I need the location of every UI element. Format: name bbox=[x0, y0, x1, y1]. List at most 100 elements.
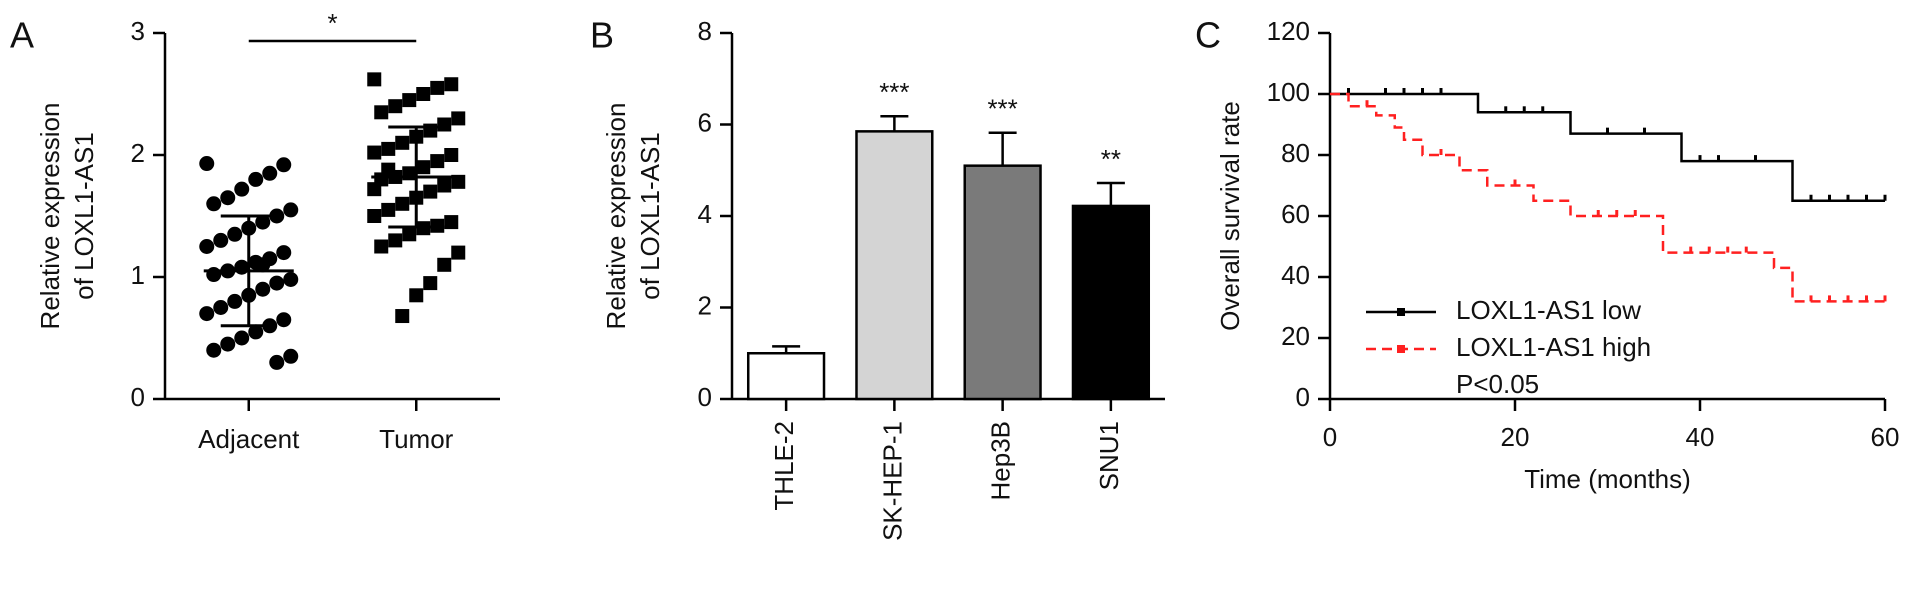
significance-label: *** bbox=[879, 77, 909, 107]
y-tick-label: 20 bbox=[1281, 321, 1310, 351]
y-tick-label: 0 bbox=[1296, 382, 1310, 412]
x-tick-label: Adjacent bbox=[198, 424, 300, 454]
data-point bbox=[248, 324, 264, 340]
legend-marker bbox=[1397, 345, 1405, 353]
data-point bbox=[213, 300, 229, 315]
data-point bbox=[248, 171, 264, 187]
data-point bbox=[444, 77, 459, 92]
panel-label: B bbox=[590, 15, 614, 56]
y-axis-label: Relative expression bbox=[35, 103, 65, 330]
data-point bbox=[367, 72, 382, 87]
data-point bbox=[430, 154, 445, 169]
x-tick-label: 20 bbox=[1501, 422, 1530, 452]
data-point bbox=[451, 111, 466, 126]
data-point bbox=[437, 117, 452, 132]
data-point bbox=[444, 148, 459, 162]
y-tick-label: 6 bbox=[698, 107, 712, 137]
data-point bbox=[234, 181, 250, 197]
data-point bbox=[423, 184, 438, 199]
y-tick-label: 3 bbox=[131, 16, 145, 46]
data-point bbox=[227, 226, 243, 242]
data-point bbox=[227, 293, 243, 309]
x-tick-label: 60 bbox=[1871, 422, 1900, 452]
y-axis-label: of LOXL1-AS1 bbox=[635, 132, 665, 300]
data-point bbox=[374, 105, 389, 120]
bar bbox=[746, 352, 826, 401]
y-tick-label: 0 bbox=[131, 382, 145, 412]
data-point bbox=[367, 145, 382, 160]
x-tick-label: Hep3B bbox=[986, 421, 1016, 501]
data-point bbox=[402, 227, 417, 242]
data-point bbox=[283, 202, 299, 218]
y-axis-label: Overall survival rate bbox=[1215, 101, 1245, 331]
data-point bbox=[283, 348, 299, 364]
data-point bbox=[199, 306, 215, 322]
data-point bbox=[367, 209, 382, 223]
data-point bbox=[262, 165, 278, 181]
y-tick-label: 80 bbox=[1281, 138, 1310, 168]
data-point bbox=[437, 257, 452, 272]
legend-label: LOXL1-AS1 high bbox=[1456, 332, 1651, 362]
data-point bbox=[199, 156, 215, 172]
data-point bbox=[388, 233, 403, 248]
data-point bbox=[381, 162, 396, 177]
data-point bbox=[388, 99, 403, 114]
data-point bbox=[269, 354, 285, 370]
y-tick-label: 2 bbox=[698, 290, 712, 320]
data-point bbox=[451, 245, 466, 260]
y-tick-label: 4 bbox=[698, 199, 712, 229]
data-point bbox=[206, 267, 222, 283]
data-point bbox=[213, 232, 229, 248]
data-point bbox=[199, 239, 215, 254]
data-point bbox=[283, 271, 299, 287]
data-point bbox=[206, 196, 222, 212]
y-axis-label: Relative expression bbox=[601, 103, 631, 330]
data-point bbox=[437, 178, 452, 193]
data-point bbox=[444, 215, 459, 230]
data-point bbox=[395, 135, 410, 150]
data-point bbox=[276, 157, 292, 173]
data-point bbox=[276, 312, 292, 328]
bar bbox=[1071, 204, 1151, 401]
y-tick-label: 100 bbox=[1267, 77, 1310, 107]
data-point bbox=[234, 330, 250, 346]
significance-label: * bbox=[327, 8, 337, 38]
panel-label: C bbox=[1195, 15, 1221, 56]
data-point bbox=[381, 202, 396, 217]
data-point bbox=[220, 336, 236, 352]
data-point bbox=[381, 141, 396, 156]
survival-line bbox=[1330, 92, 1885, 202]
data-point bbox=[220, 190, 236, 206]
y-axis-label: of LOXL1-AS1 bbox=[69, 132, 99, 300]
y-tick-label: 8 bbox=[698, 16, 712, 46]
p-value-note: P<0.05 bbox=[1456, 369, 1539, 399]
legend-marker bbox=[1397, 308, 1405, 316]
x-tick-label: SNU1 bbox=[1094, 421, 1124, 490]
data-point bbox=[402, 93, 417, 108]
y-tick-label: 2 bbox=[131, 138, 145, 168]
bar bbox=[855, 130, 934, 401]
data-point bbox=[395, 309, 410, 324]
data-point bbox=[374, 239, 389, 254]
significance-label: ** bbox=[1101, 144, 1121, 174]
data-point bbox=[367, 182, 382, 197]
data-point bbox=[255, 257, 271, 273]
data-point bbox=[234, 259, 250, 275]
data-point bbox=[276, 245, 292, 261]
data-point bbox=[255, 214, 271, 230]
survival-line bbox=[1330, 92, 1885, 303]
y-tick-label: 0 bbox=[698, 382, 712, 412]
y-tick-label: 40 bbox=[1281, 260, 1310, 290]
panel-label: A bbox=[10, 15, 34, 56]
y-tick-label: 60 bbox=[1281, 199, 1310, 229]
bar bbox=[963, 164, 1042, 401]
data-point bbox=[255, 281, 271, 297]
y-tick-label: 120 bbox=[1267, 16, 1310, 46]
data-point bbox=[430, 80, 445, 95]
x-tick-label: THLE-2 bbox=[769, 421, 799, 511]
data-point bbox=[206, 342, 222, 358]
data-point bbox=[395, 196, 410, 211]
data-point bbox=[416, 87, 431, 101]
data-point bbox=[423, 276, 438, 291]
